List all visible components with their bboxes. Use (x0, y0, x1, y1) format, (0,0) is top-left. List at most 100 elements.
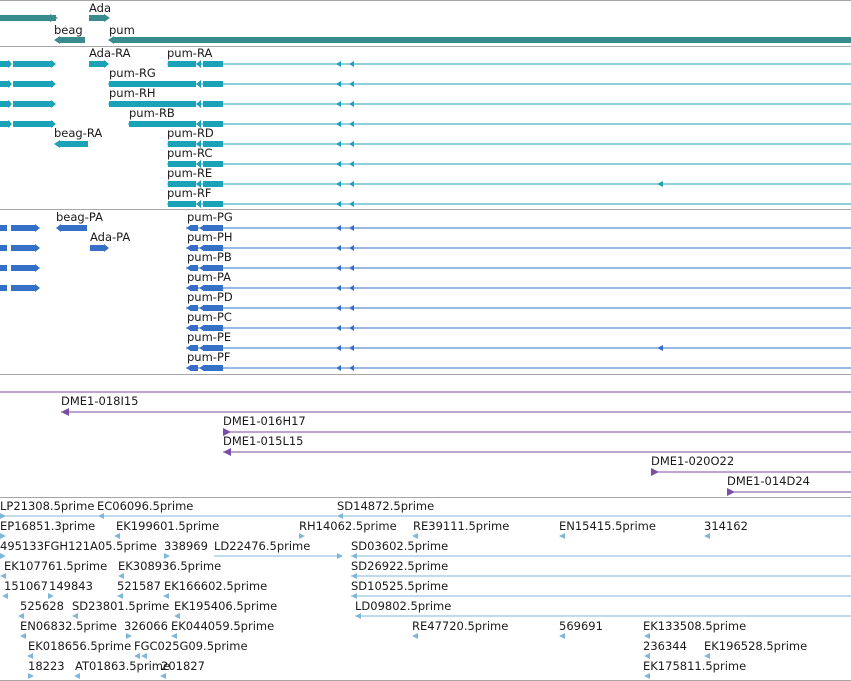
est-feature-ld09802[interactable]: LD09802.5prime (355, 599, 451, 619)
est-label: EK018656.5prime (28, 639, 131, 653)
clone-dme1-018i15[interactable]: DME1-018I15 (61, 394, 851, 416)
est-feature-at01863[interactable]: AT01863.5prime (74, 659, 170, 679)
est-feature-ek195406[interactable]: EK195406.5prime (174, 599, 277, 619)
translation-label: pum-PC (187, 310, 232, 324)
transcript-label: pum-RF (167, 186, 212, 200)
est-feature-en15415[interactable]: EN15415.5prime (559, 519, 656, 539)
est-feature-ek044059[interactable]: EK044059.5prime (171, 619, 274, 639)
est-feature-ek107761[interactable]: EK107761.5prime (0, 559, 107, 579)
est-feature-314162[interactable]: 314162 (704, 519, 748, 539)
est-feature-re39111[interactable]: RE39111.5prime (412, 519, 509, 539)
translation-beag-pa[interactable]: beag-PA (56, 210, 103, 232)
translation-pum-pd[interactable]: pum-PD (186, 290, 851, 311)
est-label: RH14062.5prime (299, 519, 397, 533)
transcript-label: beag-RA (54, 126, 102, 140)
clone-dme1-015l15[interactable]: DME1-015L15 (223, 434, 851, 456)
transcript-pum-re[interactable]: pum-RE (167, 166, 851, 188)
est-feature-525628[interactable]: 525628 (18, 599, 64, 619)
est-label: EK199601.5prime (116, 519, 219, 533)
est-feature-338969[interactable]: 338969 (164, 539, 208, 559)
transcript-label: pum-RG (109, 66, 156, 80)
translation-pum-pe[interactable]: pum-PE (186, 330, 851, 351)
translation-pum-ph[interactable]: pum-PH (186, 230, 851, 251)
est-label: EN06832.5prime (20, 619, 117, 633)
est-feature-sd23801[interactable]: SD23801.5prime (72, 599, 169, 619)
est-feature-ek308936[interactable]: EK308936.5prime (118, 559, 221, 579)
translation-ada-pa[interactable]: Ada-PA (90, 230, 130, 252)
transcript-pum-ra[interactable]: pum-RA (167, 46, 851, 68)
est-feature-ek133508[interactable]: EK133508.5prime (643, 619, 746, 639)
est-label: 151067 (4, 579, 48, 593)
est-feature-sd10525[interactable]: SD10525.5prime (351, 579, 448, 599)
gene-feature-pum[interactable]: pum (108, 23, 851, 44)
est-label: 314162 (704, 519, 748, 533)
est-feature-ek175811[interactable]: EK175811.5prime (643, 659, 746, 679)
transcript-pum-rf[interactable]: pum-RF (167, 186, 851, 208)
translation-feature-unnamed[interactable] (0, 224, 40, 292)
clone-track: DME1-018I15 DME1-016H17 DME1-015L15 DME1… (0, 374, 851, 496)
est-feature-rh14062[interactable]: RH14062.5prime (299, 519, 397, 539)
est-feature-ek196528[interactable]: EK196528.5prime (704, 639, 807, 659)
est-feature-ek199601[interactable]: EK199601.5prime (114, 519, 219, 539)
est-feature-lp21308[interactable]: LP21308.5prime (0, 499, 94, 519)
gene-feature-beag[interactable]: beag (54, 23, 85, 44)
translation-label: pum-PD (187, 290, 233, 304)
est-feature-495133[interactable]: 495133FGH121A05.5prime (0, 539, 157, 559)
translation-pum-pc[interactable]: pum-PC (186, 310, 851, 331)
est-feature-18223[interactable]: 18223 (28, 659, 65, 679)
est-feature-201827[interactable]: 201827 (160, 659, 205, 679)
transcript-feature-unnamed[interactable] (0, 60, 56, 128)
transcript-pum-rb[interactable]: pum-RB (128, 106, 851, 128)
est-label: EK107761.5prime (4, 559, 107, 573)
gene-feature-ada[interactable]: Ada (89, 1, 111, 22)
gene-feature-unnamed[interactable] (0, 14, 58, 22)
est-feature-en06832[interactable]: EN06832.5prime (20, 619, 117, 639)
est-label: EK196528.5prime (704, 639, 807, 653)
est-feature-236344[interactable]: 236344 (643, 639, 687, 659)
est-label: SD10525.5prime (351, 579, 448, 593)
transcript-pum-rc[interactable]: pum-RC (167, 146, 851, 168)
transcript-label: pum-RC (167, 146, 212, 160)
est-feature-sd26922[interactable]: SD26922.5prime (351, 559, 448, 579)
est-label: EP16851.3prime (0, 519, 95, 533)
est-label: LP21308.5prime (0, 499, 94, 513)
est-feature-ec06096[interactable]: EC06096.5prime (97, 499, 193, 519)
est-label: EK195406.5prime (174, 599, 277, 613)
est-feature-ek166602[interactable]: EK166602.5prime (163, 579, 267, 599)
est-label: RE47720.5prime (412, 619, 508, 633)
est-label: EK166602.5prime (164, 579, 267, 593)
est-feature-ld22476[interactable]: LD22476.5prime (214, 539, 343, 559)
est-feature-sd03602[interactable]: SD03602.5prime (351, 539, 448, 559)
est-feature-re47720[interactable]: RE47720.5prime (412, 619, 508, 639)
transcript-label: pum-RE (167, 166, 212, 180)
clone-dme1-014d24[interactable]: DME1-014D24 (727, 474, 851, 496)
est-feature-ep16851[interactable]: EP16851.3prime (0, 519, 95, 539)
transcript-pum-rh[interactable]: pum-RH (108, 86, 851, 108)
est-feature-149843[interactable]: 149843 (48, 579, 93, 599)
est-row: EK107761.5prime EK308936.5prime SD26922.… (0, 559, 851, 579)
est-feature-151067[interactable]: 151067 (2, 579, 48, 599)
est-label: 521587 (117, 579, 161, 593)
clone-label: DME1-014D24 (727, 474, 810, 488)
est-feature-569691[interactable]: 569691 (559, 619, 603, 639)
transcript-ada-ra[interactable]: Ada-RA (89, 46, 131, 68)
est-row: LP21308.5prime EC06096.5prime SD14872.5p… (0, 499, 851, 519)
transcript-pum-rg[interactable]: pum-RG (108, 66, 851, 88)
transcript-label: pum-RA (167, 46, 212, 60)
translation-label: beag-PA (56, 210, 103, 224)
est-feature-sd14872[interactable]: SD14872.5prime (337, 499, 434, 519)
clone-dme1-020o22[interactable]: DME1-020O22 (651, 454, 851, 476)
est-feature-326066[interactable]: 326066 (124, 619, 168, 639)
clone-dme1-016h17[interactable]: DME1-016H17 (223, 414, 851, 436)
translation-pum-pg[interactable]: pum-PG (186, 210, 851, 231)
translation-pum-pf[interactable]: pum-PF (186, 350, 851, 371)
est-label: FGC025G09.5prime (134, 639, 248, 653)
est-feature-521587[interactable]: 521587 (117, 579, 161, 599)
est-feature-fgc025g09[interactable]: FGC025G09.5prime (134, 639, 248, 659)
transcript-pum-rd[interactable]: pum-RD (167, 126, 851, 148)
transcript-beag-ra[interactable]: beag-RA (54, 126, 102, 148)
translation-pum-pa[interactable]: pum-PA (186, 270, 851, 291)
est-label: 18223 (28, 659, 65, 673)
est-feature-ek018656[interactable]: EK018656.5prime (27, 639, 131, 659)
translation-pum-pb[interactable]: pum-PB (186, 250, 851, 271)
